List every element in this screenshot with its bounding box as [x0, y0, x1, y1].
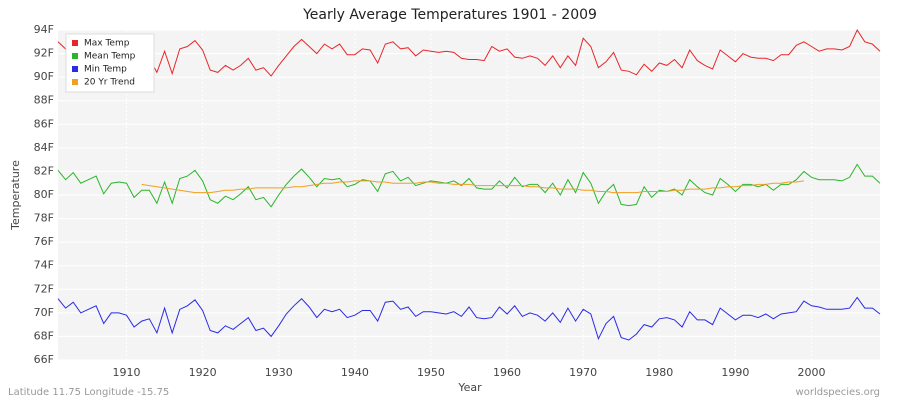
- legend-swatch: [72, 66, 78, 72]
- y-tick-label: 94F: [34, 23, 54, 36]
- footer-left: Latitude 11.75 Longitude -15.75: [8, 387, 169, 398]
- series-line: [57, 296, 881, 341]
- y-tick-label: 78F: [34, 212, 54, 225]
- legend-label: Max Temp: [84, 39, 130, 49]
- x-tick-label: 1990: [721, 366, 749, 379]
- y-axis-label: Temperature: [9, 160, 22, 231]
- y-tick-label: 76F: [34, 235, 54, 248]
- y-tick-label: 90F: [34, 70, 54, 83]
- y-tick-label: 88F: [34, 94, 54, 107]
- y-tick-label: 84F: [34, 141, 54, 154]
- series-line: [57, 28, 881, 77]
- y-tick-label: 74F: [34, 259, 54, 272]
- legend-swatch: [72, 53, 78, 59]
- series-line: [141, 180, 804, 194]
- x-tick-label: 1970: [569, 366, 597, 379]
- y-tick-label: 70F: [34, 306, 54, 319]
- x-tick-label: 1950: [417, 366, 445, 379]
- x-tick-label: 1980: [645, 366, 673, 379]
- x-tick-label: 1910: [113, 366, 141, 379]
- footer-right: worldspecies.org: [796, 387, 880, 398]
- y-tick-label: 72F: [34, 282, 54, 295]
- y-tick-label: 92F: [34, 47, 54, 60]
- legend-label: 20 Yr Trend: [84, 78, 135, 88]
- x-axis-label: Year: [457, 381, 482, 394]
- chart-title: Yearly Average Temperatures 1901 - 2009: [302, 7, 597, 23]
- legend-box: [65, 33, 155, 93]
- series-line: [57, 163, 881, 208]
- x-tick-label: 2000: [798, 366, 826, 379]
- legend-label: Mean Temp: [84, 52, 136, 62]
- legend-label: Min Temp: [84, 65, 127, 75]
- y-tick-label: 68F: [34, 329, 54, 342]
- x-tick-label: 1920: [189, 366, 217, 379]
- y-tick-label: 80F: [34, 188, 54, 201]
- y-tick-label: 82F: [34, 164, 54, 177]
- x-tick-label: 1930: [265, 366, 293, 379]
- legend-swatch: [72, 40, 78, 46]
- legend-swatch: [72, 79, 78, 85]
- x-tick-label: 1940: [341, 366, 369, 379]
- x-tick-label: 1960: [493, 366, 521, 379]
- y-tick-label: 86F: [34, 117, 54, 130]
- y-tick-label: 66F: [34, 353, 54, 366]
